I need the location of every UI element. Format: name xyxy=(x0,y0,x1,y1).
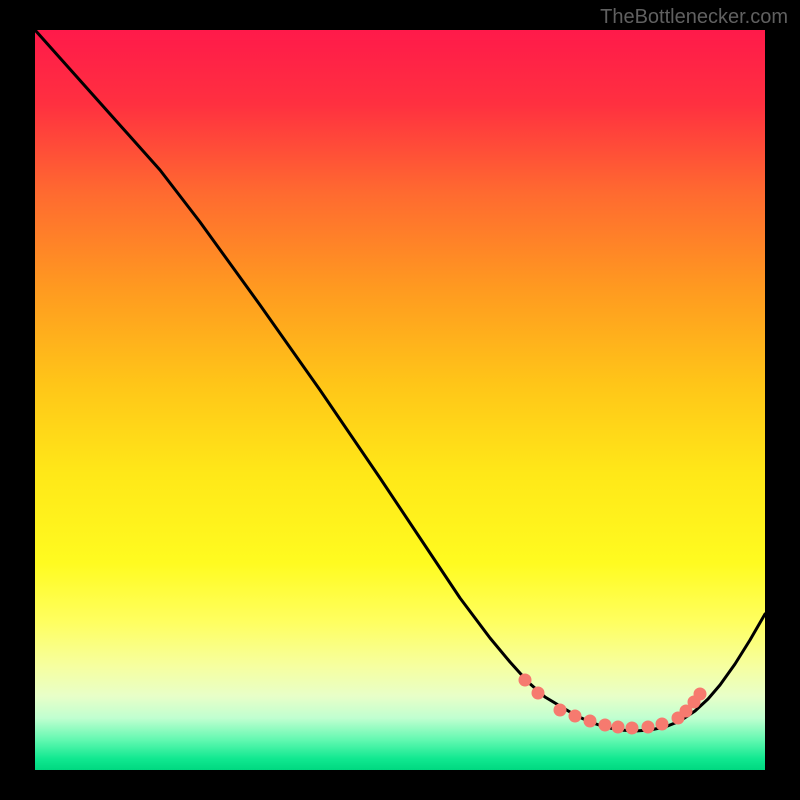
watermark-text: TheBottlenecker.com xyxy=(600,6,788,29)
bottleneck-curve-layer xyxy=(35,30,765,770)
data-marker xyxy=(656,718,668,730)
data-marker xyxy=(584,715,596,727)
data-marker xyxy=(612,721,624,733)
chart-plot-area xyxy=(35,30,765,770)
data-marker xyxy=(532,687,544,699)
bottleneck-curve xyxy=(35,30,765,731)
data-marker xyxy=(642,721,654,733)
data-marker xyxy=(626,722,638,734)
data-marker xyxy=(569,710,581,722)
data-marker xyxy=(519,674,531,686)
data-marker xyxy=(599,719,611,731)
data-marker xyxy=(694,688,706,700)
data-marker xyxy=(554,704,566,716)
